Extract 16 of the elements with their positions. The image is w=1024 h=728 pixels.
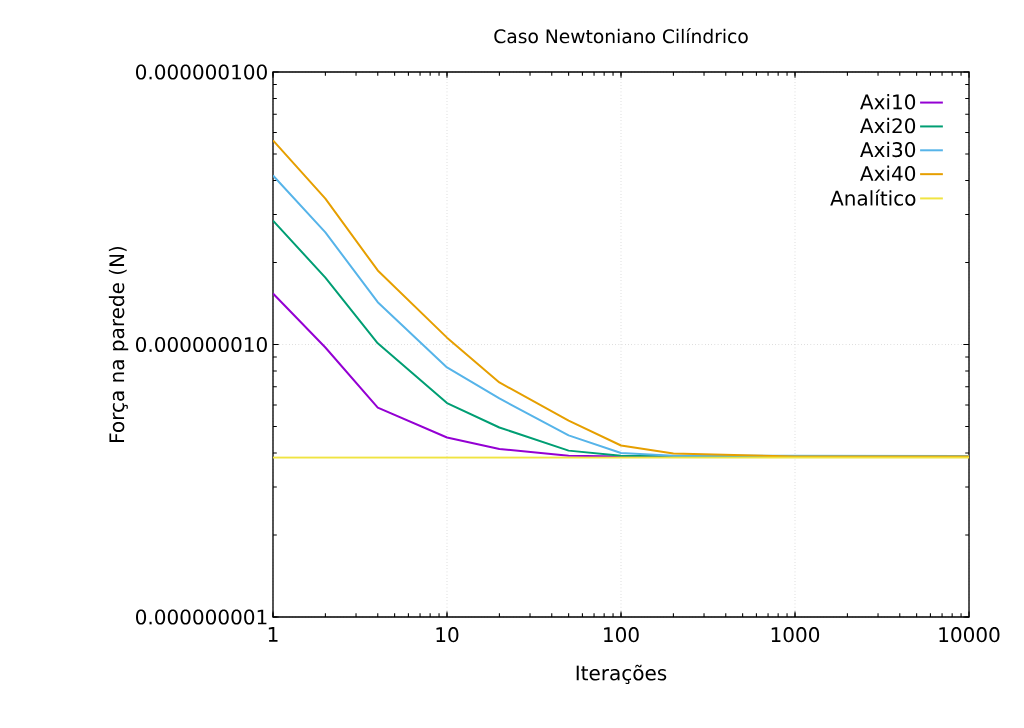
legend-label: Axi30 [860, 141, 916, 158]
x-tick-label: 1 [268, 627, 278, 642]
x-tick-label: 10 [436, 627, 459, 643]
x-tick-label: 10000 [939, 627, 1000, 643]
legend-label: Analítico [830, 189, 916, 206]
legend-label: Axi10 [860, 93, 916, 110]
y-tick-label: 0.000000100 [136, 64, 267, 80]
chart-title: Caso Newtoniano Cilíndrico [494, 28, 748, 44]
x-tick-label: 1000 [771, 627, 820, 643]
x-axis-title: Iterações [576, 664, 667, 685]
legend-label: Axi20 [860, 117, 916, 134]
y-tick-label: 0.000000010 [136, 336, 267, 353]
y-tick-label: 0.000000001 [136, 609, 267, 625]
x-tick-label: 100 [604, 627, 639, 643]
y-axis-title: Força na parede (N) [108, 246, 129, 442]
legend-label: Axi40 [860, 165, 916, 182]
